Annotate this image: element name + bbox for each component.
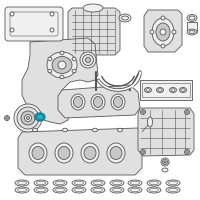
Ellipse shape xyxy=(50,12,54,16)
Ellipse shape xyxy=(162,168,168,172)
Ellipse shape xyxy=(110,187,124,193)
Ellipse shape xyxy=(166,187,180,193)
Ellipse shape xyxy=(86,58,90,62)
Ellipse shape xyxy=(140,150,146,154)
Ellipse shape xyxy=(62,128,68,132)
Ellipse shape xyxy=(110,180,124,186)
Ellipse shape xyxy=(84,146,96,160)
Ellipse shape xyxy=(94,97,102,108)
Ellipse shape xyxy=(72,69,76,73)
Ellipse shape xyxy=(48,57,52,61)
Ellipse shape xyxy=(32,128,38,132)
Ellipse shape xyxy=(118,128,122,132)
Ellipse shape xyxy=(91,187,105,193)
Ellipse shape xyxy=(180,88,186,92)
Ellipse shape xyxy=(58,61,66,69)
Ellipse shape xyxy=(52,56,72,73)
Ellipse shape xyxy=(47,52,77,78)
Ellipse shape xyxy=(35,113,45,121)
Ellipse shape xyxy=(10,28,14,32)
Polygon shape xyxy=(22,38,98,124)
Ellipse shape xyxy=(142,151,144,153)
Ellipse shape xyxy=(55,143,73,163)
Ellipse shape xyxy=(114,97,122,108)
Ellipse shape xyxy=(119,14,131,22)
Ellipse shape xyxy=(60,51,64,55)
Ellipse shape xyxy=(166,180,180,186)
Ellipse shape xyxy=(26,116,30,119)
Ellipse shape xyxy=(80,52,96,68)
Ellipse shape xyxy=(4,116,10,120)
Ellipse shape xyxy=(17,107,39,129)
Ellipse shape xyxy=(34,180,48,186)
Bar xyxy=(142,83,190,97)
Ellipse shape xyxy=(152,18,174,46)
Ellipse shape xyxy=(53,187,67,193)
Ellipse shape xyxy=(164,161,166,163)
Ellipse shape xyxy=(83,54,94,66)
Polygon shape xyxy=(138,108,194,156)
Ellipse shape xyxy=(53,180,67,186)
Ellipse shape xyxy=(147,180,161,186)
Ellipse shape xyxy=(142,111,144,113)
Bar xyxy=(187,22,197,32)
Ellipse shape xyxy=(72,57,76,61)
Ellipse shape xyxy=(48,69,52,73)
Polygon shape xyxy=(58,85,140,118)
FancyBboxPatch shape xyxy=(5,7,63,41)
Ellipse shape xyxy=(128,180,142,186)
Ellipse shape xyxy=(110,146,122,160)
Ellipse shape xyxy=(91,180,105,186)
Ellipse shape xyxy=(184,150,190,154)
Ellipse shape xyxy=(161,158,169,166)
Ellipse shape xyxy=(107,143,125,163)
Ellipse shape xyxy=(6,117,8,119)
Ellipse shape xyxy=(128,187,142,193)
Ellipse shape xyxy=(50,28,54,32)
Ellipse shape xyxy=(150,30,154,34)
Ellipse shape xyxy=(172,30,176,34)
Ellipse shape xyxy=(160,29,166,35)
Ellipse shape xyxy=(15,180,29,186)
Ellipse shape xyxy=(10,12,14,16)
Ellipse shape xyxy=(161,44,165,48)
Ellipse shape xyxy=(72,180,86,186)
Ellipse shape xyxy=(71,94,85,110)
Ellipse shape xyxy=(60,75,64,79)
Ellipse shape xyxy=(81,143,99,163)
Ellipse shape xyxy=(91,94,105,110)
Ellipse shape xyxy=(184,110,190,114)
Ellipse shape xyxy=(140,110,146,114)
Ellipse shape xyxy=(161,16,165,20)
Ellipse shape xyxy=(14,104,42,132)
Ellipse shape xyxy=(83,4,103,12)
Ellipse shape xyxy=(162,160,168,164)
Ellipse shape xyxy=(186,151,188,153)
Ellipse shape xyxy=(170,88,177,92)
Ellipse shape xyxy=(147,187,161,193)
Ellipse shape xyxy=(186,111,188,113)
Polygon shape xyxy=(18,128,142,175)
Ellipse shape xyxy=(58,146,70,160)
Ellipse shape xyxy=(21,111,35,125)
Ellipse shape xyxy=(187,29,197,35)
Ellipse shape xyxy=(92,128,98,132)
Ellipse shape xyxy=(148,117,153,127)
Ellipse shape xyxy=(156,23,170,41)
Ellipse shape xyxy=(111,94,125,110)
Bar xyxy=(140,80,192,100)
Ellipse shape xyxy=(187,15,197,21)
Ellipse shape xyxy=(32,146,44,160)
Ellipse shape xyxy=(24,114,32,121)
Ellipse shape xyxy=(72,187,86,193)
Ellipse shape xyxy=(74,97,83,108)
Ellipse shape xyxy=(34,187,48,193)
Ellipse shape xyxy=(15,187,29,193)
Ellipse shape xyxy=(144,88,152,92)
Ellipse shape xyxy=(29,143,47,163)
Polygon shape xyxy=(144,10,182,52)
Polygon shape xyxy=(68,8,120,55)
Ellipse shape xyxy=(156,88,164,92)
